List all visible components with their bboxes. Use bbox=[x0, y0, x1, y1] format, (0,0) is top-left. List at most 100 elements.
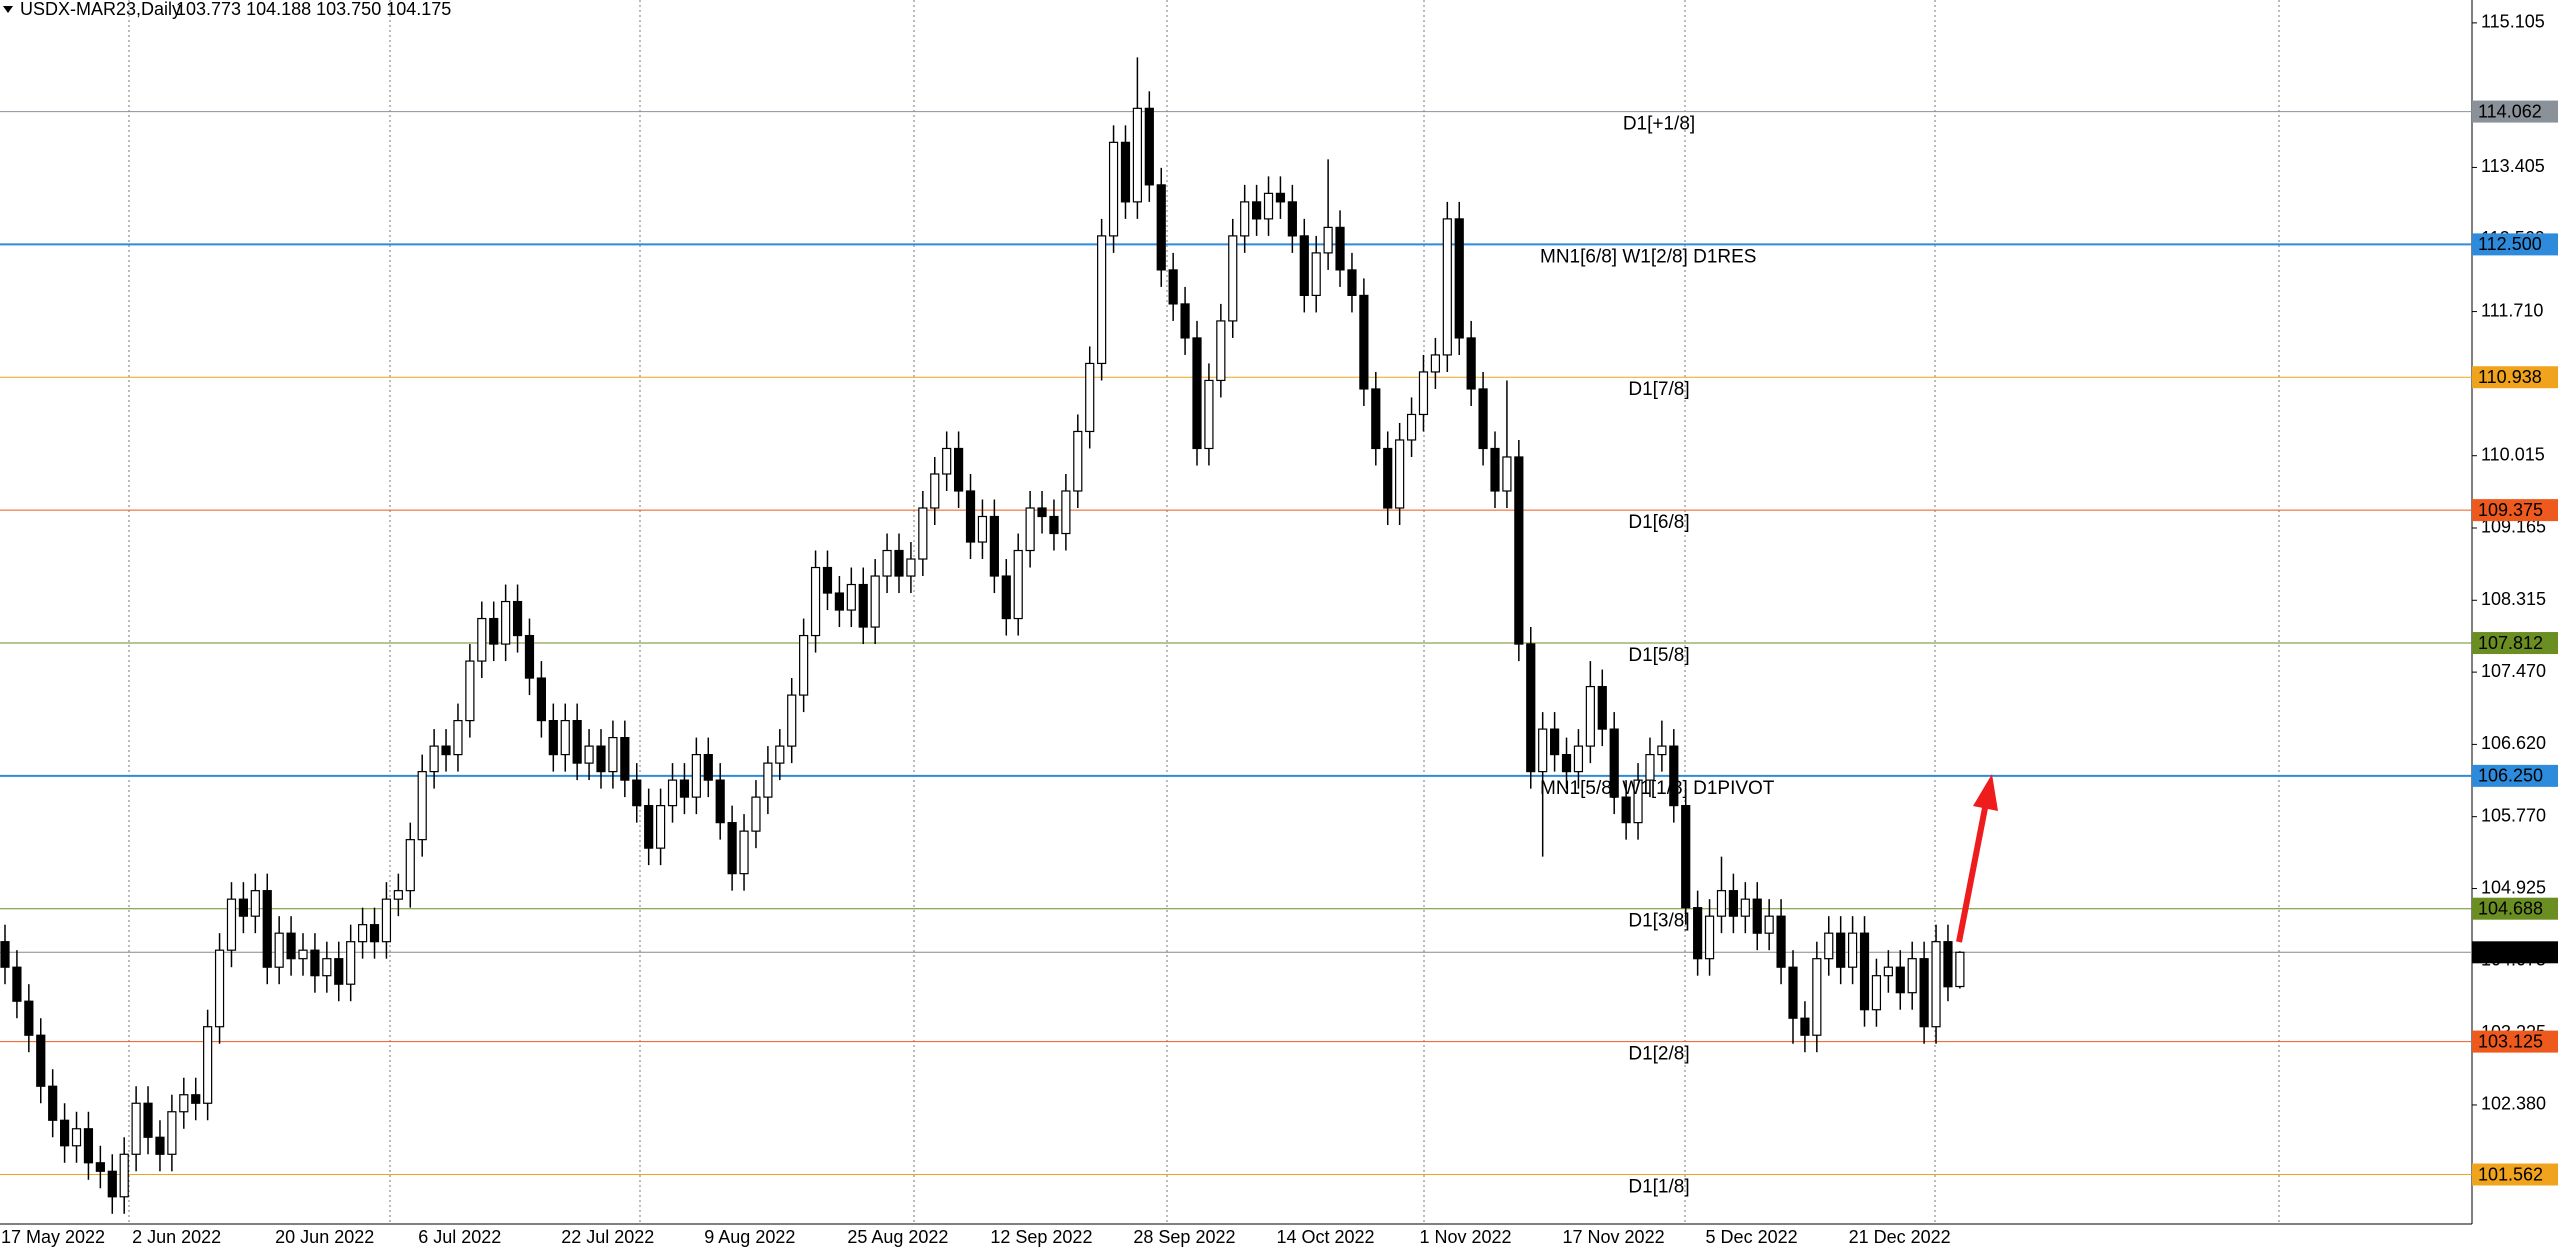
price-tag-label: 110.938 bbox=[2478, 367, 2542, 387]
x-tick-label: 17 Nov 2022 bbox=[1563, 1227, 1665, 1247]
candle-body bbox=[1752, 898, 1762, 934]
candle-body bbox=[1502, 456, 1512, 492]
x-tick-label: 5 Dec 2022 bbox=[1706, 1227, 1798, 1247]
candle-body bbox=[894, 549, 904, 577]
candle-body bbox=[286, 932, 296, 960]
candle-body bbox=[787, 694, 797, 747]
y-tick-label: 107.470 bbox=[2481, 661, 2546, 681]
price-tag-label: 101.562 bbox=[2478, 1164, 2543, 1184]
candle-body bbox=[1025, 507, 1035, 552]
candle-body bbox=[501, 600, 511, 645]
last-price-label: 104.175 bbox=[2478, 942, 2543, 962]
level-label: MN1[5/8] W1[1/8] D1PIVOT bbox=[1540, 778, 1775, 799]
candle-body bbox=[1597, 685, 1607, 730]
candle-body bbox=[572, 719, 582, 764]
candle-body bbox=[1359, 294, 1369, 390]
candle-body bbox=[1943, 941, 1953, 988]
candle-body bbox=[1275, 192, 1286, 203]
price-tag bbox=[2472, 764, 2558, 787]
candle-body bbox=[810, 566, 821, 637]
candle-body bbox=[1669, 745, 1679, 807]
candle-body bbox=[1073, 430, 1083, 492]
candle-body bbox=[596, 745, 606, 773]
candle-body bbox=[644, 805, 654, 849]
candle-body bbox=[1323, 226, 1333, 254]
candle-body bbox=[143, 1102, 153, 1138]
candle-body bbox=[1216, 320, 1226, 382]
candle-body bbox=[632, 779, 642, 807]
candle-body bbox=[1621, 796, 1631, 824]
candle-body bbox=[548, 719, 558, 756]
candle-body bbox=[1335, 226, 1345, 271]
menu-arrow[interactable] bbox=[3, 6, 13, 13]
candle-body bbox=[799, 634, 809, 696]
candle-body bbox=[536, 677, 547, 722]
candle-body bbox=[739, 830, 749, 875]
candle-body bbox=[751, 796, 761, 832]
x-tick-label: 21 Dec 2022 bbox=[1849, 1227, 1951, 1247]
candle-body bbox=[1132, 107, 1143, 203]
candle-body bbox=[1395, 439, 1405, 509]
arrow-shaft bbox=[1956, 807, 1988, 943]
candle-body bbox=[882, 549, 892, 577]
candle-body bbox=[834, 592, 845, 611]
candle-body bbox=[1573, 745, 1584, 773]
candle-body bbox=[274, 932, 284, 968]
level-label: MN1[6/8] W1[2/8] D1RES bbox=[1540, 246, 1756, 267]
candle-body bbox=[1454, 218, 1464, 339]
candle-body bbox=[1549, 728, 1560, 756]
price-tag bbox=[2472, 1163, 2558, 1186]
arrow-head bbox=[1973, 774, 1998, 811]
candle-body bbox=[1907, 958, 1917, 994]
x-tick-label: 14 Oct 2022 bbox=[1276, 1227, 1374, 1247]
price-tag bbox=[2472, 632, 2558, 655]
candle-body bbox=[1871, 975, 1882, 1011]
y-tick-label: 113.405 bbox=[2481, 156, 2545, 176]
candle-body bbox=[0, 941, 10, 968]
candle-body bbox=[1609, 728, 1619, 798]
level-label: D1[2/8] bbox=[1628, 1044, 1689, 1065]
level-label: D1[6/8] bbox=[1628, 512, 1689, 533]
candle-body bbox=[977, 515, 988, 543]
candle-body bbox=[524, 634, 535, 679]
candle-body bbox=[1740, 898, 1750, 917]
candle-body bbox=[1108, 141, 1119, 237]
candle-body bbox=[1716, 890, 1727, 917]
candle-body bbox=[453, 719, 463, 756]
candle-body bbox=[1061, 490, 1071, 535]
symbol: USDX-MAR23,Daily bbox=[20, 0, 181, 19]
annotation-arrow bbox=[1956, 774, 1998, 943]
y-tick-label: 110.015 bbox=[2481, 444, 2545, 464]
candle-body bbox=[1466, 337, 1476, 390]
level-label: D1[1/8] bbox=[1628, 1177, 1689, 1198]
x-tick-label: 25 Aug 2022 bbox=[847, 1227, 948, 1247]
candle-body bbox=[1645, 754, 1655, 781]
candle-body bbox=[1144, 107, 1154, 186]
candle-body bbox=[179, 1094, 189, 1113]
y-tick-label: 109.165 bbox=[2481, 517, 2546, 537]
y-tick-label: 115.105 bbox=[2481, 12, 2545, 32]
candle-body bbox=[441, 745, 451, 756]
candle-body bbox=[1192, 337, 1202, 450]
candle-body bbox=[465, 660, 475, 722]
candle-body bbox=[1001, 575, 1011, 620]
candle-body bbox=[1156, 184, 1166, 271]
price-tag bbox=[2472, 499, 2558, 522]
candle-body bbox=[1931, 941, 1941, 1028]
candle-body bbox=[512, 600, 523, 637]
candle-body bbox=[298, 949, 308, 960]
y-tick-label: 111.710 bbox=[2481, 300, 2543, 320]
price-tag bbox=[2472, 1030, 2558, 1053]
candle-body bbox=[560, 719, 570, 756]
candle-body bbox=[1406, 413, 1417, 441]
candle-body bbox=[1251, 201, 1262, 220]
candle-body bbox=[36, 1034, 46, 1087]
candle-body bbox=[358, 924, 368, 943]
candle-body bbox=[703, 754, 713, 781]
candle-body bbox=[1883, 966, 1893, 977]
candle-body bbox=[918, 507, 928, 560]
candle-body bbox=[1049, 515, 1059, 535]
candle-body bbox=[1240, 201, 1250, 237]
candle-body bbox=[1704, 915, 1715, 960]
